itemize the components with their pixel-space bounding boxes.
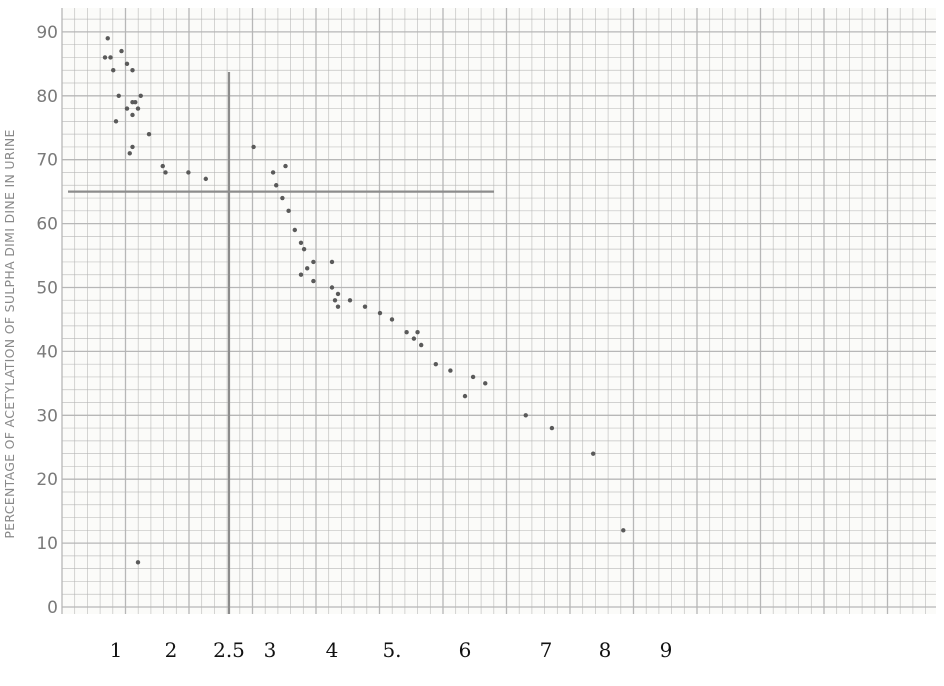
data-point — [305, 266, 310, 271]
data-point — [292, 227, 297, 233]
data-point — [135, 560, 141, 565]
y-tick-label: 50 — [36, 279, 58, 299]
data-point — [419, 342, 424, 348]
y-tick-label: 40 — [36, 342, 58, 362]
data-point — [433, 361, 438, 367]
data-point — [146, 131, 152, 137]
x-tick-label: 3 — [264, 638, 277, 662]
data-point — [591, 451, 596, 456]
x-tick-label: 2 — [165, 638, 178, 662]
y-tick-label: 80 — [36, 87, 58, 107]
reference-lines — [68, 72, 494, 614]
data-point — [270, 170, 276, 175]
data-point — [116, 93, 121, 99]
x-tick-label: 2.5 — [213, 638, 245, 662]
data-point — [298, 272, 304, 277]
x-tick-label: 8 — [599, 638, 612, 662]
data-point — [283, 163, 288, 169]
data-point — [127, 151, 132, 156]
data-point — [329, 285, 335, 290]
data-point — [124, 106, 130, 111]
data-point — [621, 528, 626, 533]
data-point — [203, 176, 208, 182]
data-point — [102, 55, 108, 60]
data-point — [404, 330, 409, 335]
y-tick-label: 30 — [36, 406, 58, 426]
data-point — [113, 119, 119, 124]
data-point — [470, 374, 476, 380]
data-point — [130, 68, 135, 73]
minor-grid — [62, 8, 936, 614]
data-point — [389, 317, 395, 322]
data-point — [329, 259, 335, 265]
data-point — [483, 381, 488, 386]
x-tick-label: 5. — [382, 638, 401, 662]
data-point — [130, 112, 135, 118]
data-point — [415, 330, 420, 335]
data-point — [119, 48, 124, 54]
data-point — [133, 99, 138, 105]
data-point — [186, 170, 191, 175]
data-point — [377, 310, 383, 316]
data-point — [138, 93, 143, 99]
data-point — [111, 68, 116, 73]
data-point — [311, 259, 316, 265]
data-point — [130, 144, 135, 150]
data-point — [108, 55, 113, 60]
x-tick-label: 6 — [459, 638, 472, 662]
data-point — [335, 291, 341, 297]
y-tick-label: 10 — [36, 534, 58, 554]
data-point — [286, 208, 291, 214]
x-tick-label: 1 — [110, 638, 123, 662]
x-tick-label: 9 — [660, 638, 673, 662]
y-tick-label: 0 — [47, 598, 58, 618]
data-point — [362, 304, 368, 309]
data-point — [135, 106, 141, 111]
data-point — [160, 163, 165, 169]
data-point — [448, 368, 453, 373]
data-point — [311, 278, 316, 284]
x-axis-ticks: 1 2 2.5 3 4 5. 6 7 8 9 — [110, 638, 673, 662]
plot-area — [62, 8, 936, 614]
y-tick-label: 20 — [36, 470, 58, 490]
data-point — [124, 61, 130, 67]
data-point — [462, 393, 468, 399]
data-point — [251, 144, 256, 150]
data-point — [298, 240, 304, 245]
y-axis-ticks: 0 10 20 30 40 50 60 70 80 90 — [36, 23, 58, 618]
data-point — [163, 170, 168, 175]
data-points — [102, 36, 626, 565]
data-point — [347, 298, 353, 303]
y-tick-label: 70 — [36, 151, 58, 171]
data-point — [523, 413, 528, 418]
data-point — [105, 36, 110, 41]
data-point — [549, 425, 555, 431]
y-tick-label: 90 — [36, 23, 58, 43]
data-point — [332, 298, 338, 303]
data-point — [335, 304, 341, 309]
data-point — [280, 195, 285, 201]
data-point — [301, 246, 307, 252]
data-point — [274, 183, 279, 188]
data-point — [411, 336, 417, 341]
x-tick-label: 7 — [540, 638, 553, 662]
y-tick-label: 60 — [36, 215, 58, 235]
y-axis-label: PERCENTAGE OF ACETYLATION OF SULPHA DIMI… — [2, 129, 17, 538]
x-tick-label: 4 — [326, 638, 339, 662]
